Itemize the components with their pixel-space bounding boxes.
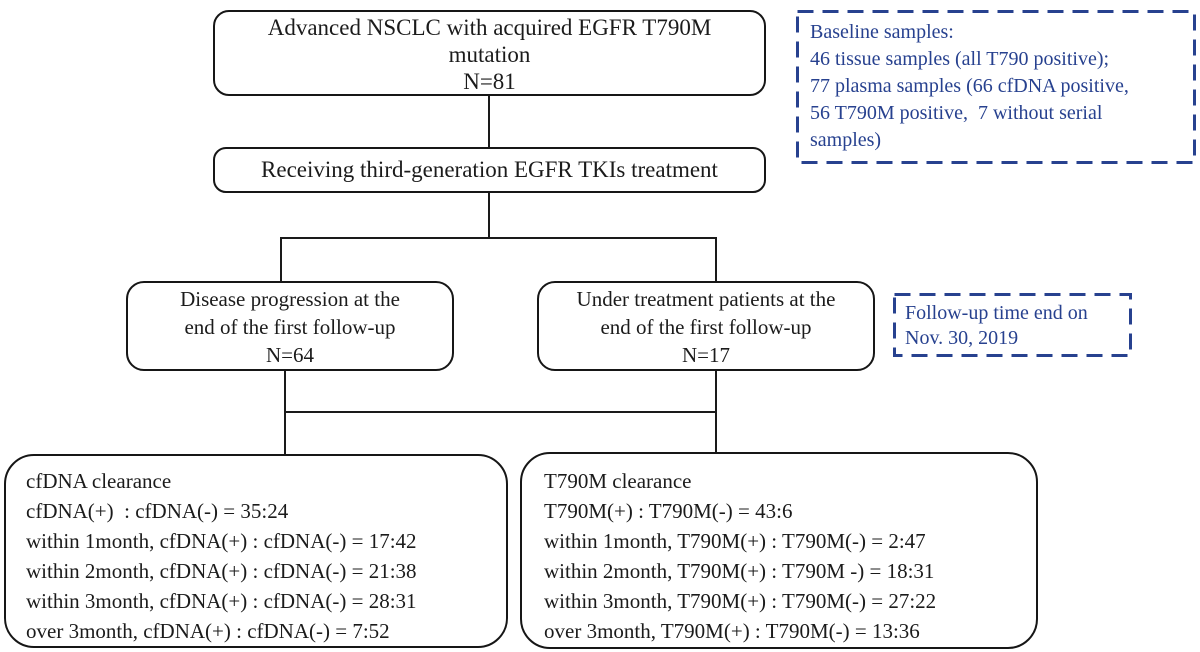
- cfdna-clearance-1month: within 1month, cfDNA(+) : cfDNA(-) = 17:…: [26, 529, 417, 553]
- node-egfr-tki-treatment-line1: Receiving third-generation EGFR TKIs tre…: [261, 157, 718, 182]
- node-under-treatment: Under treatment patients at the end of t…: [537, 281, 875, 371]
- baseline-samples-line2: 46 tissue samples (all T790 positive);: [810, 48, 1110, 70]
- node-disease-progression-line2: end of the first follow-up: [184, 315, 396, 339]
- node-advanced-nsclc: Advanced NSCLC with acquired EGFR T790M …: [213, 10, 766, 96]
- note-followup-time: Follow-up time end on Nov. 30, 2019: [894, 294, 1131, 356]
- followup-time-line2: Nov. 30, 2019: [905, 327, 1019, 349]
- note-baseline-samples: Baseline samples: 46 tissue samples (all…: [797, 11, 1195, 163]
- node-advanced-nsclc-line3: N=81: [463, 69, 516, 94]
- node-advanced-nsclc-line1: Advanced NSCLC with acquired EGFR T790M: [267, 15, 712, 40]
- node-disease-progression: Disease progression at the end of the fi…: [126, 281, 454, 371]
- node-under-treatment-line1: Under treatment patients at the: [576, 287, 836, 311]
- node-advanced-nsclc-line2: mutation: [448, 42, 531, 67]
- cfdna-clearance-2month: within 2month, cfDNA(+) : cfDNA(-) = 21:…: [26, 559, 417, 583]
- node-disease-progression-line1: Disease progression at the: [180, 287, 400, 311]
- followup-time-line1: Follow-up time end on: [905, 302, 1088, 324]
- cfdna-clearance-title: cfDNA clearance: [26, 469, 172, 493]
- baseline-samples-line1: Baseline samples:: [810, 21, 954, 43]
- t790m-clearance-1month: within 1month, T790M(+) : T790M(-) = 2:4…: [544, 529, 926, 553]
- t790m-clearance-3month: within 3month, T790M(+) : T790M(-) = 27:…: [544, 589, 937, 613]
- cfdna-clearance-3month: within 3month, cfDNA(+) : cfDNA(-) = 28:…: [26, 589, 417, 613]
- node-under-treatment-line3: N=17: [681, 343, 730, 367]
- node-cfdna-clearance: cfDNA clearance cfDNA(+) : cfDNA(-) = 35…: [4, 454, 508, 648]
- cfdna-clearance-overall: cfDNA(+) : cfDNA(-) = 35:24: [26, 499, 289, 523]
- t790m-clearance-2month: within 2month, T790M(+) : T790M -) = 18:…: [544, 559, 935, 583]
- node-under-treatment-line2: end of the first follow-up: [600, 315, 812, 339]
- node-egfr-tki-treatment: Receiving third-generation EGFR TKIs tre…: [213, 147, 766, 193]
- followup-note-dashed-border: [893, 293, 1132, 357]
- t790m-clearance-over3month: over 3month, T790M(+) : T790M(-) = 13:36: [544, 619, 920, 643]
- node-disease-progression-line3: N=64: [265, 343, 314, 367]
- cfdna-clearance-over3month: over 3month, cfDNA(+) : cfDNA(-) = 7:52: [26, 619, 390, 643]
- baseline-samples-line3: 77 plasma samples (66 cfDNA positive,: [810, 75, 1129, 97]
- t790m-clearance-title: T790M clearance: [544, 469, 692, 493]
- baseline-samples-line5: samples): [810, 129, 882, 151]
- baseline-samples-line4: 56 T790M positive, 7 without serial: [810, 102, 1103, 124]
- node-t790m-clearance: T790M clearance T790M(+) : T790M(-) = 43…: [520, 452, 1038, 649]
- t790m-clearance-overall: T790M(+) : T790M(-) = 43:6: [544, 499, 793, 523]
